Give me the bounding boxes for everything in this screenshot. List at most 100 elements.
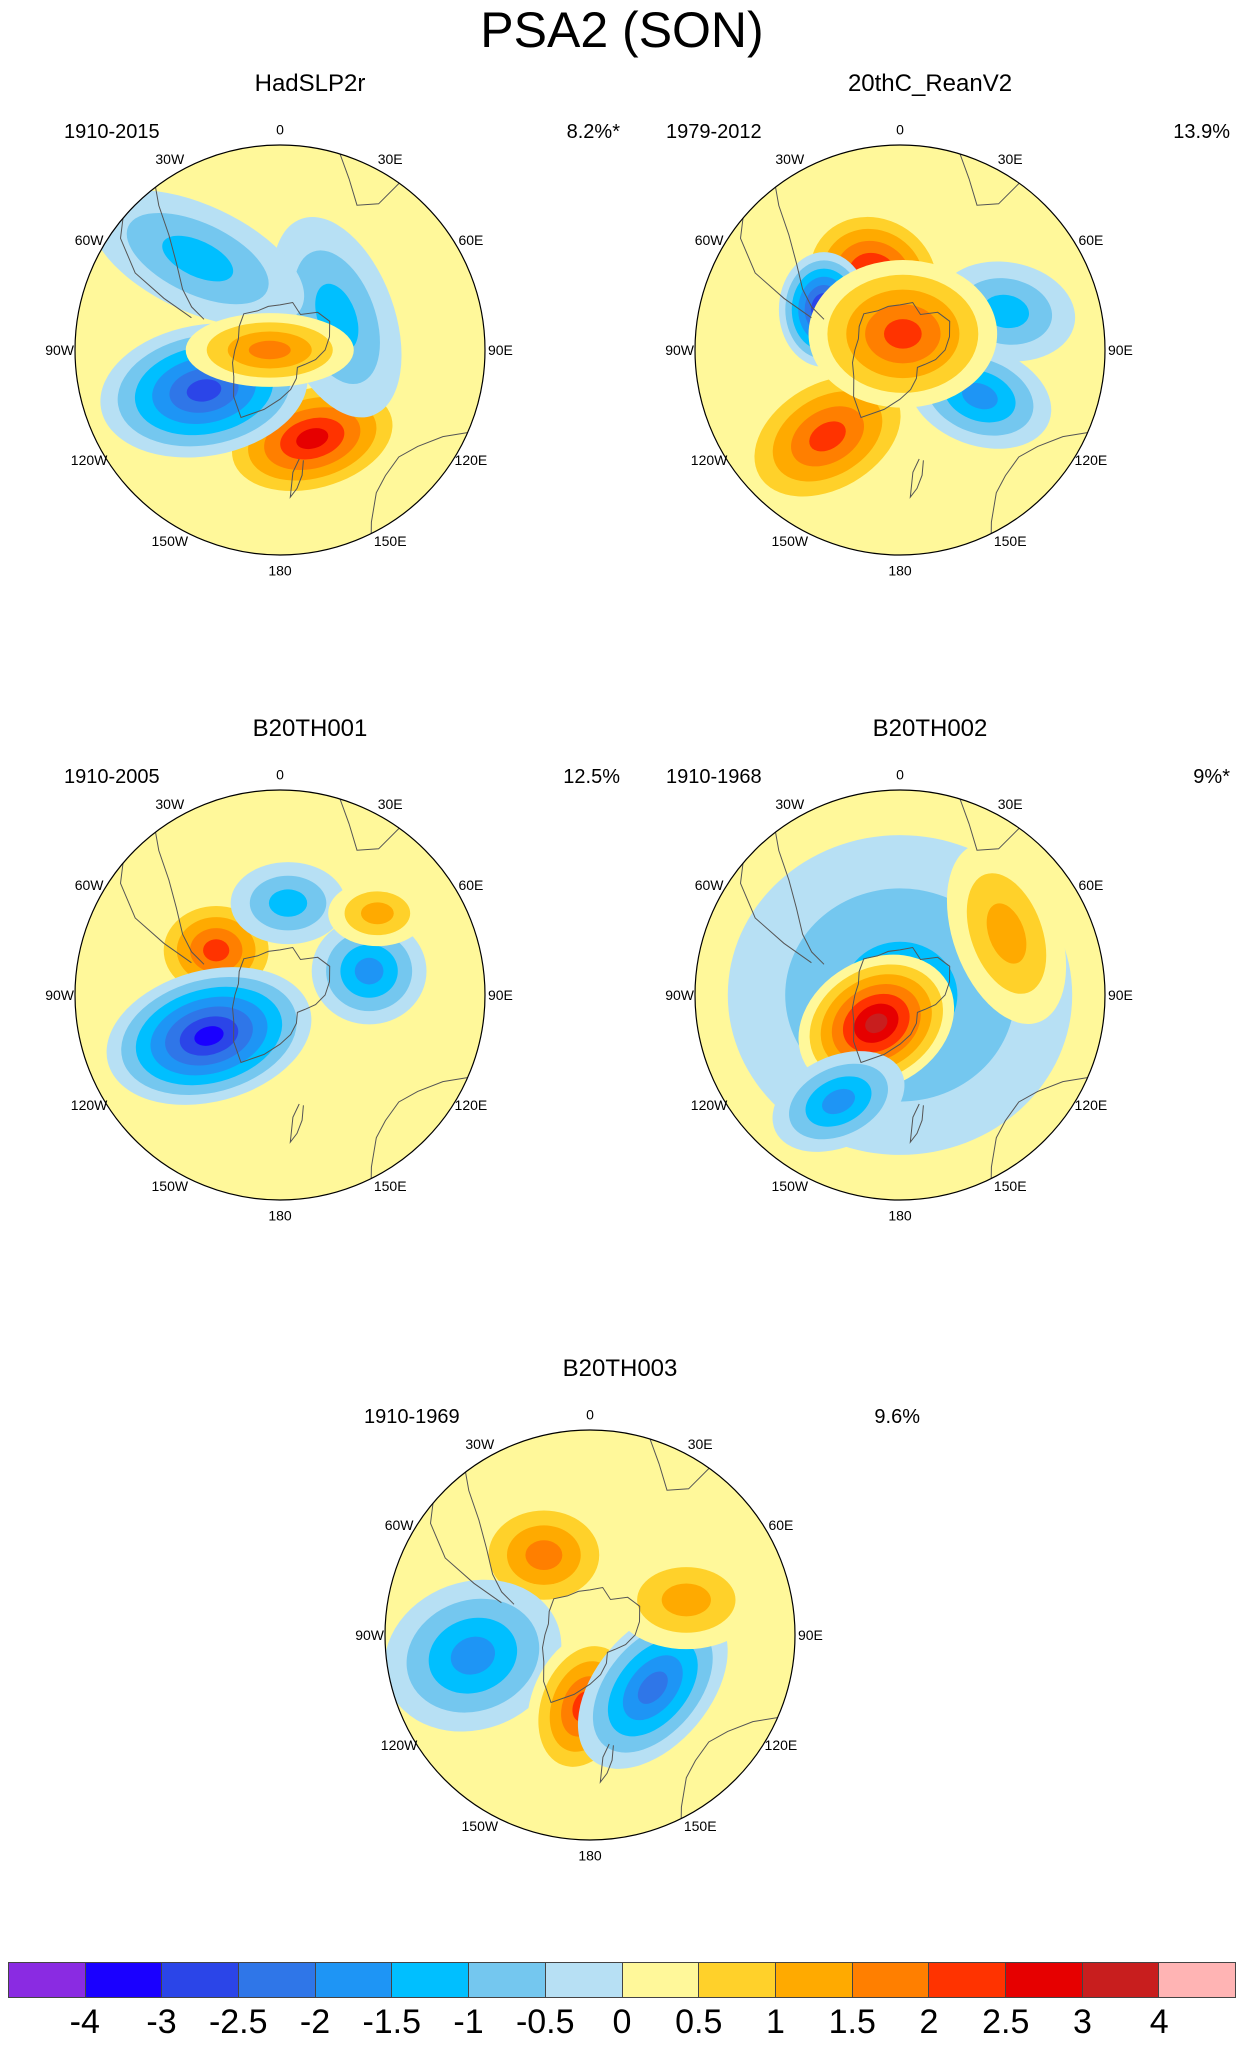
longitude-label: 60E [1078,232,1103,248]
colorbar-box [1158,1962,1236,1998]
anomaly-contour [268,889,308,917]
south-america-coastline [119,174,205,320]
panel-period: 1910-1968 [666,766,762,788]
longitude-label: 30W [155,151,185,167]
longitude-label: 150W [152,533,189,549]
antarctica-coastline [231,301,331,419]
south-america-coastline [739,819,825,965]
colorbar-tick-label: 0.5 [675,2003,723,2041]
longitude-label: 150E [374,1178,407,1194]
colorbar-box [468,1962,545,1998]
longitude-label: 120E [765,1737,798,1753]
polar-map: 0 30E 60E 90E 120E 150E 180 150W 120W 90W 60W 30W [665,122,1133,579]
panel-hadslp2r: HadSLP2r 1910-2015 8.2%* 0 30E 60E 90E 120E 1… [30,70,620,660]
map-boundary [694,789,1106,1201]
map-boundary [384,1429,796,1841]
longitude-label: 90W [45,987,75,1003]
longitude-label: 120E [1075,1097,1108,1113]
antarctica-coastline [851,301,951,419]
longitude-label: 150W [772,533,809,549]
colorbar-box [238,1962,315,1998]
longitude-label: 150E [994,1178,1027,1194]
australia-coastline [990,430,1100,546]
colorbar-tick-label: 0 [612,2003,632,2041]
longitude-label: 30E [998,151,1023,167]
panel-b20th001: B20TH001 1910-2005 12.5% 0 30E 60E 90E 120E 1… [30,715,620,1305]
longitude-label: 0 [586,1407,594,1423]
longitude-label: 30E [378,796,403,812]
africa-coastline [335,790,407,851]
polar-map: 0 30E 60E 90E 120E 150E 180 150W 120W 90W 60W 30W [45,122,513,579]
anomaly-contour [450,1636,496,1675]
map-boundary [694,144,1106,556]
longitude-label: 180 [888,1207,912,1223]
colorbar-box [391,1962,469,1998]
colorbar-box [774,1962,852,1998]
anomaly-contour [354,957,384,985]
longitude-label: 60W [75,232,105,248]
panel-title: 20thC_ReanV2 [847,70,1013,97]
south-america-coastline [119,819,205,965]
longitude-label: 180 [888,562,912,578]
panel-20thc-reanv2: 20thC_ReanV2 1979-2012 13.9% 0 30E 60E 90E 1… [650,70,1230,660]
anomaly-contour [637,1671,668,1704]
longitude-label: 150E [374,533,407,549]
colorbar-box [1081,1962,1159,1998]
colorbar-box [544,1962,622,1998]
new-zealand-coastline [289,458,304,499]
colorbar-box [161,1962,239,1998]
anomaly-contour [194,1026,224,1046]
south-america-coastline [739,174,825,320]
longitude-label: 0 [276,122,284,138]
colorbar-box [851,1962,929,1998]
longitude-label: 120E [1075,452,1108,468]
panel-variance: 9%* [1193,766,1230,788]
anomaly-contour [809,421,846,452]
australia-coastline [370,1075,480,1191]
longitude-label: 120W [71,452,108,468]
longitude-label: 60W [695,877,725,893]
south-america-coastline [429,1459,515,1605]
australia-coastline [370,430,480,546]
longitude-label: 30E [688,1436,713,1452]
longitude-label: 120E [455,452,488,468]
figure-title: PSA2 (SON) [480,2,764,58]
panel-b20th003: B20TH003 1910-1969 9.6% 0 30E 60E 90E 120E 15… [340,1355,920,1945]
colorbar-box [1004,1962,1082,1998]
colorbar-box [928,1962,1005,1998]
longitude-label: 150E [994,533,1027,549]
anomaly-field [695,145,1105,555]
panel-variance: 9.6% [874,1406,920,1428]
panel-title: B20TH003 [562,1355,678,1382]
longitude-label: 0 [896,767,904,783]
longitude-label: 90W [665,342,695,358]
panel-title: B20TH001 [252,715,368,742]
longitude-label: 90E [488,987,513,1003]
longitude-label: 180 [268,1207,292,1223]
longitude-label: 60E [1078,877,1103,893]
longitude-label: 60W [75,877,105,893]
colorbar-tick-label: -2 [299,2003,331,2041]
colorbar-box [314,1962,392,1998]
longitude-label: 90E [488,342,513,358]
africa-coastline [335,145,407,206]
longitude-label: 0 [276,767,284,783]
polar-map: 0 30E 60E 90E 120E 150E 180 150W 120W 90W 60W 30W [45,767,513,1224]
anomaly-contour [162,235,234,282]
longitude-label: 90E [1108,987,1133,1003]
anomaly-contour [360,902,394,925]
longitude-label: 0 [896,122,904,138]
longitude-label: 60W [385,1517,415,1533]
longitude-label: 90W [355,1627,385,1643]
longitude-label: 150W [772,1178,809,1194]
colorbar-tick-label: 4 [1149,2003,1169,2041]
longitude-label: 120W [381,1737,418,1753]
longitude-label: 120E [455,1097,488,1113]
colorbar [8,1962,1236,1998]
colorbar-tick-label: -3 [146,2003,177,2041]
polar-map: 0 30E 60E 90E 120E 150E 180 150W 120W 90W 60W 30W [665,767,1133,1224]
longitude-label: 120W [691,452,728,468]
colorbar-tick-label: 2.5 [982,2003,1030,2041]
anomaly-contour [986,903,1027,964]
longitude-label: 30W [155,796,185,812]
